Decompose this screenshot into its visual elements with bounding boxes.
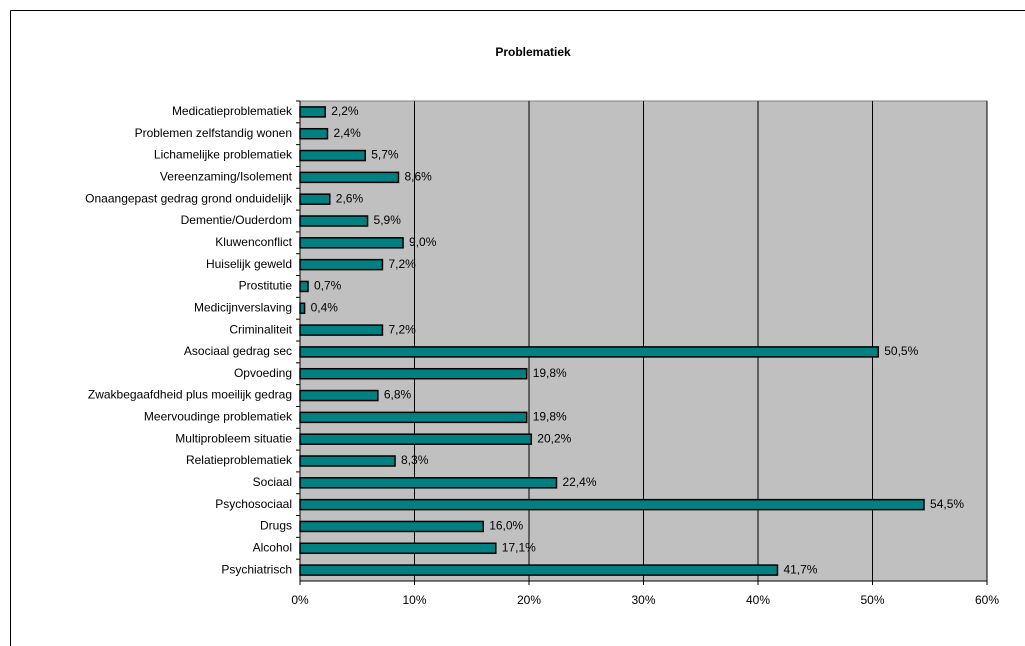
x-tick-label: 30% — [631, 593, 655, 607]
data-label: 20,2% — [537, 431, 571, 445]
bar — [299, 411, 528, 424]
bar — [299, 106, 326, 118]
data-label: 8,6% — [404, 170, 432, 184]
data-label: 9,0% — [409, 235, 437, 249]
bar — [299, 149, 367, 162]
data-label: 8,3% — [401, 453, 429, 467]
bar — [299, 127, 329, 140]
data-label: 7,2% — [388, 322, 416, 336]
y-tick-label: Huiselijk geweld — [206, 257, 292, 271]
x-tick-label: 40% — [746, 593, 770, 607]
data-label: 5,9% — [374, 213, 402, 227]
y-tick-label: Lichamelijke problematiek — [154, 148, 293, 162]
y-tick-label: Vereenzaming/Isolement — [160, 170, 293, 184]
bar — [299, 324, 384, 336]
data-label: 7,2% — [388, 257, 416, 271]
data-label: 2,2% — [331, 104, 359, 118]
data-label: 22,4% — [562, 475, 596, 489]
y-tick-label: Problemen zelfstandig wonen — [135, 126, 292, 140]
data-label: 19,8% — [533, 410, 567, 424]
data-label: 54,5% — [930, 497, 964, 511]
y-tick-label: Asociaal gedrag sec — [184, 344, 292, 358]
chart-title: Problematiek — [495, 45, 571, 59]
data-label: 17,1% — [502, 540, 536, 554]
y-tick-label: Relatieproblematiek — [186, 453, 293, 467]
bar — [299, 367, 528, 380]
data-label: 16,0% — [489, 519, 523, 533]
bar — [299, 280, 309, 293]
x-tick-label: 20% — [517, 593, 541, 607]
y-tick-label: Criminaliteit — [229, 322, 292, 336]
bar — [299, 477, 558, 489]
bar — [299, 215, 369, 227]
bar — [299, 455, 396, 467]
x-tick-label: 0% — [291, 593, 309, 607]
y-tick-label: Meervoudinge problematiek — [144, 410, 293, 424]
y-tick-label: Sociaal — [253, 475, 292, 489]
data-label: 2,4% — [333, 126, 361, 140]
data-label: 41,7% — [783, 562, 817, 576]
x-tick-label: 60% — [975, 593, 999, 607]
y-tick-label: Psychosociaal — [215, 497, 292, 511]
data-label: 5,7% — [371, 148, 399, 162]
bar — [299, 171, 400, 184]
bar — [299, 520, 484, 533]
y-tick-label: Alcohol — [253, 540, 292, 554]
y-tick-label: Onaangepast gedrag grond onduidelijk — [85, 191, 293, 205]
data-label: 6,8% — [384, 388, 412, 402]
y-tick-label: Dementie/Ouderdom — [181, 213, 292, 227]
y-tick-label: Medicatieproblematiek — [172, 104, 293, 118]
y-tick-label: Psychiatrisch — [221, 562, 292, 576]
data-label: 19,8% — [533, 366, 567, 380]
bar — [299, 258, 384, 271]
y-tick-label: Zwakbegaafdheid plus moeilijk gedrag — [88, 388, 292, 402]
bar — [299, 564, 779, 576]
bar — [299, 542, 497, 555]
bar — [299, 193, 331, 205]
x-tick-label: 50% — [860, 593, 884, 607]
bar — [299, 498, 925, 511]
y-tick-label: Medicijnverslaving — [194, 300, 292, 314]
bar — [299, 389, 379, 402]
y-tick-label: Opvoeding — [234, 366, 292, 380]
x-tick-label: 10% — [402, 593, 426, 607]
bar — [299, 302, 306, 315]
data-label: 2,6% — [336, 191, 364, 205]
bar — [299, 346, 879, 358]
data-label: 0,4% — [311, 300, 339, 314]
data-label: 50,5% — [884, 344, 918, 358]
y-tick-label: Prostitutie — [239, 279, 293, 293]
y-tick-label: Drugs — [260, 519, 292, 533]
y-tick-label: Multiprobleem situatie — [175, 431, 292, 445]
bar — [299, 433, 533, 445]
data-label: 0,7% — [314, 279, 342, 293]
y-tick-label: Kluwenconflict — [215, 235, 292, 249]
bar — [299, 237, 404, 249]
